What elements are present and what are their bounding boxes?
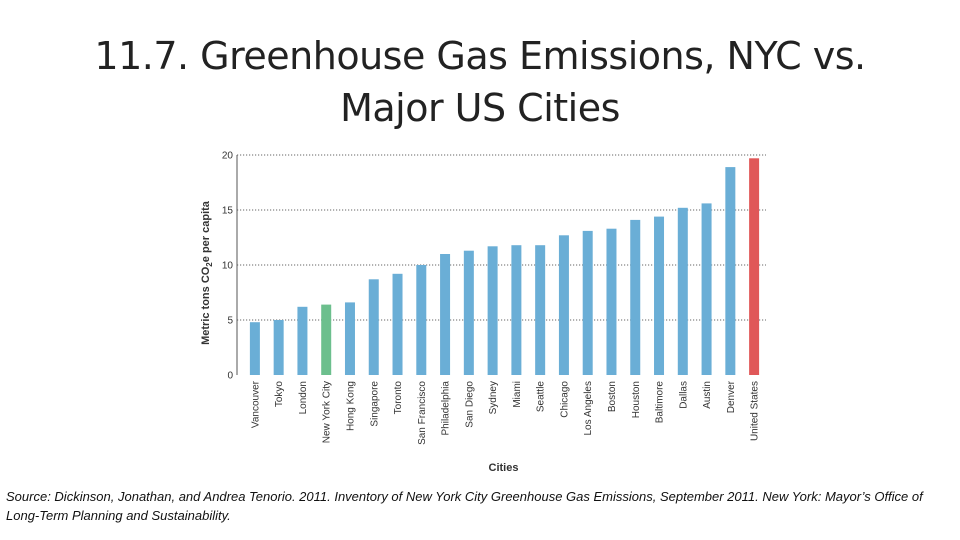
x-tick-label: Houston [631,381,642,418]
bars [249,158,760,375]
bar [321,304,332,375]
bar [487,246,498,375]
x-tick-label: United States [750,381,761,441]
x-tick-label: Toronto [393,381,404,415]
x-tick-label: Seattle [536,381,547,413]
x-axis-label: Cities [489,462,519,474]
bar [416,265,427,375]
x-tick-label: Hong Kong [345,381,356,431]
x-tick-label: Sydney [488,381,499,414]
bar [654,216,665,375]
bar [511,245,522,375]
bar [344,302,355,375]
x-axis-tick-labels: Vancouver Tokyo London New York City Hong Ko… [250,380,760,445]
x-tick-label: London [298,381,309,414]
x-tick-label: New York City [322,381,333,443]
bar [725,167,736,375]
x-tick-label: Dallas [678,381,689,409]
slide-title-line-1: 11.7. Greenhouse Gas Emissions, NYC vs. [94,34,866,78]
bar [677,207,688,375]
bar [535,245,546,375]
source-citation: Source: Dickinson, Jonathan, and Andrea … [6,489,923,523]
bar [749,158,760,375]
bar [273,320,284,375]
y-tick-label: 5 [227,316,233,327]
bar [701,203,712,375]
y-axis-label-subscript: 2 [205,262,214,267]
bar [582,230,593,375]
x-tick-label: Denver [726,380,737,413]
y-axis-label: Metric tons CO2e per capita [200,200,214,345]
y-tick-label: 15 [222,206,234,217]
y-tick-label: 20 [222,151,234,162]
bar [558,235,569,375]
x-tick-label: San Diego [464,381,475,428]
x-tick-label: Vancouver [250,380,261,428]
bar [440,254,451,375]
bar [368,279,379,375]
x-tick-label: Tokyo [274,381,285,408]
y-tick-label: 10 [222,261,234,272]
slide-title-line-2: Major US Cities [340,86,620,130]
x-tick-label: Philadelphia [441,381,452,436]
y-axis-label-part: e per capita [200,200,212,262]
bar [463,250,474,375]
bar [392,273,403,375]
x-tick-label: Los Angeles [583,381,594,436]
x-tick-label: Chicago [559,381,570,418]
x-tick-label: Miami [512,381,523,408]
x-tick-label: Boston [607,381,618,412]
x-tick-label: Baltimore [655,381,666,424]
x-tick-label: San Francisco [417,381,428,445]
y-axis-label-part: Metric tons CO [200,266,212,345]
bar [297,306,308,375]
y-tick-label: 0 [227,371,233,382]
x-tick-label: Austin [702,381,713,409]
bar [630,219,641,375]
bar [606,228,617,375]
y-axis-ticks: 0 5 10 15 20 [222,151,234,382]
x-tick-label: Singapore [369,381,380,427]
slide-title: 11.7. Greenhouse Gas Emissions, NYC vs. … [0,30,960,134]
bar-chart: 0 5 10 15 20 Vancouver Tokyo London New York Ci… [200,151,766,474]
bar [249,322,260,375]
